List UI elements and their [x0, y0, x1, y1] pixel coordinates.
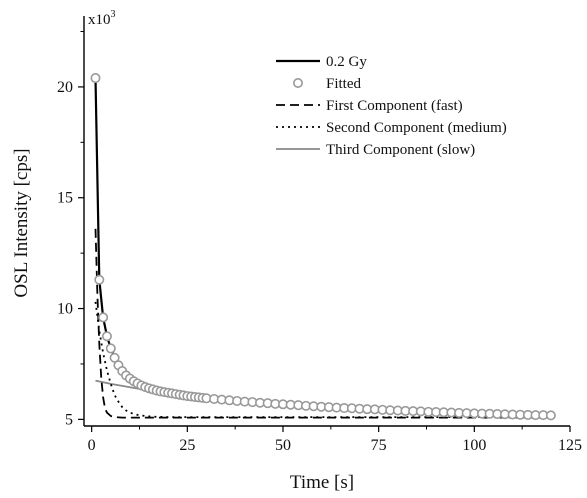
- legend-label: First Component (fast): [326, 98, 463, 114]
- legend-label: Fitted: [326, 76, 362, 92]
- legend-label: Third Component (slow): [326, 142, 475, 158]
- legend: 0.2 Gy Fitted First Component (fast) Second…: [276, 54, 507, 158]
- x-tick-label: 25: [179, 437, 195, 454]
- axes: 0 25 50 75 100 125 5 10 15 20: [57, 16, 582, 454]
- series-line-2: [94, 228, 551, 419]
- y-tick-label: 15: [57, 190, 73, 207]
- legend-label: 0.2 Gy: [326, 54, 367, 70]
- fitted-marker: [98, 312, 109, 323]
- y-multiplier-exponent: 3: [111, 9, 116, 20]
- x-tick-label: 50: [275, 437, 291, 454]
- series-layer: [90, 73, 556, 421]
- fitted-marker: [94, 274, 105, 285]
- y-tick-label: 10: [57, 301, 73, 318]
- x-tick-label: 125: [558, 437, 582, 454]
- x-tick-label: 75: [371, 437, 387, 454]
- fitted-marker: [101, 331, 112, 342]
- x-tick-label: 0: [88, 437, 96, 454]
- y-axis-title: OSL Intensity [cps]: [11, 148, 32, 297]
- y-multiplier-base: x10: [88, 12, 111, 28]
- fitted-marker: [109, 352, 120, 363]
- x-axis-title: Time [s]: [290, 472, 354, 493]
- fitted-marker: [545, 410, 556, 421]
- x-tick-label: 100: [462, 437, 486, 454]
- y-tick-label: 5: [65, 411, 73, 428]
- series-line-3: [94, 301, 551, 419]
- y-multiplier-label: x103: [88, 9, 116, 28]
- legend-swatch: [292, 78, 303, 89]
- fitted-marker: [90, 73, 101, 84]
- legend-label: Second Component (medium): [326, 120, 507, 136]
- y-tick-label: 20: [57, 79, 73, 96]
- fitted-marker: [105, 343, 116, 354]
